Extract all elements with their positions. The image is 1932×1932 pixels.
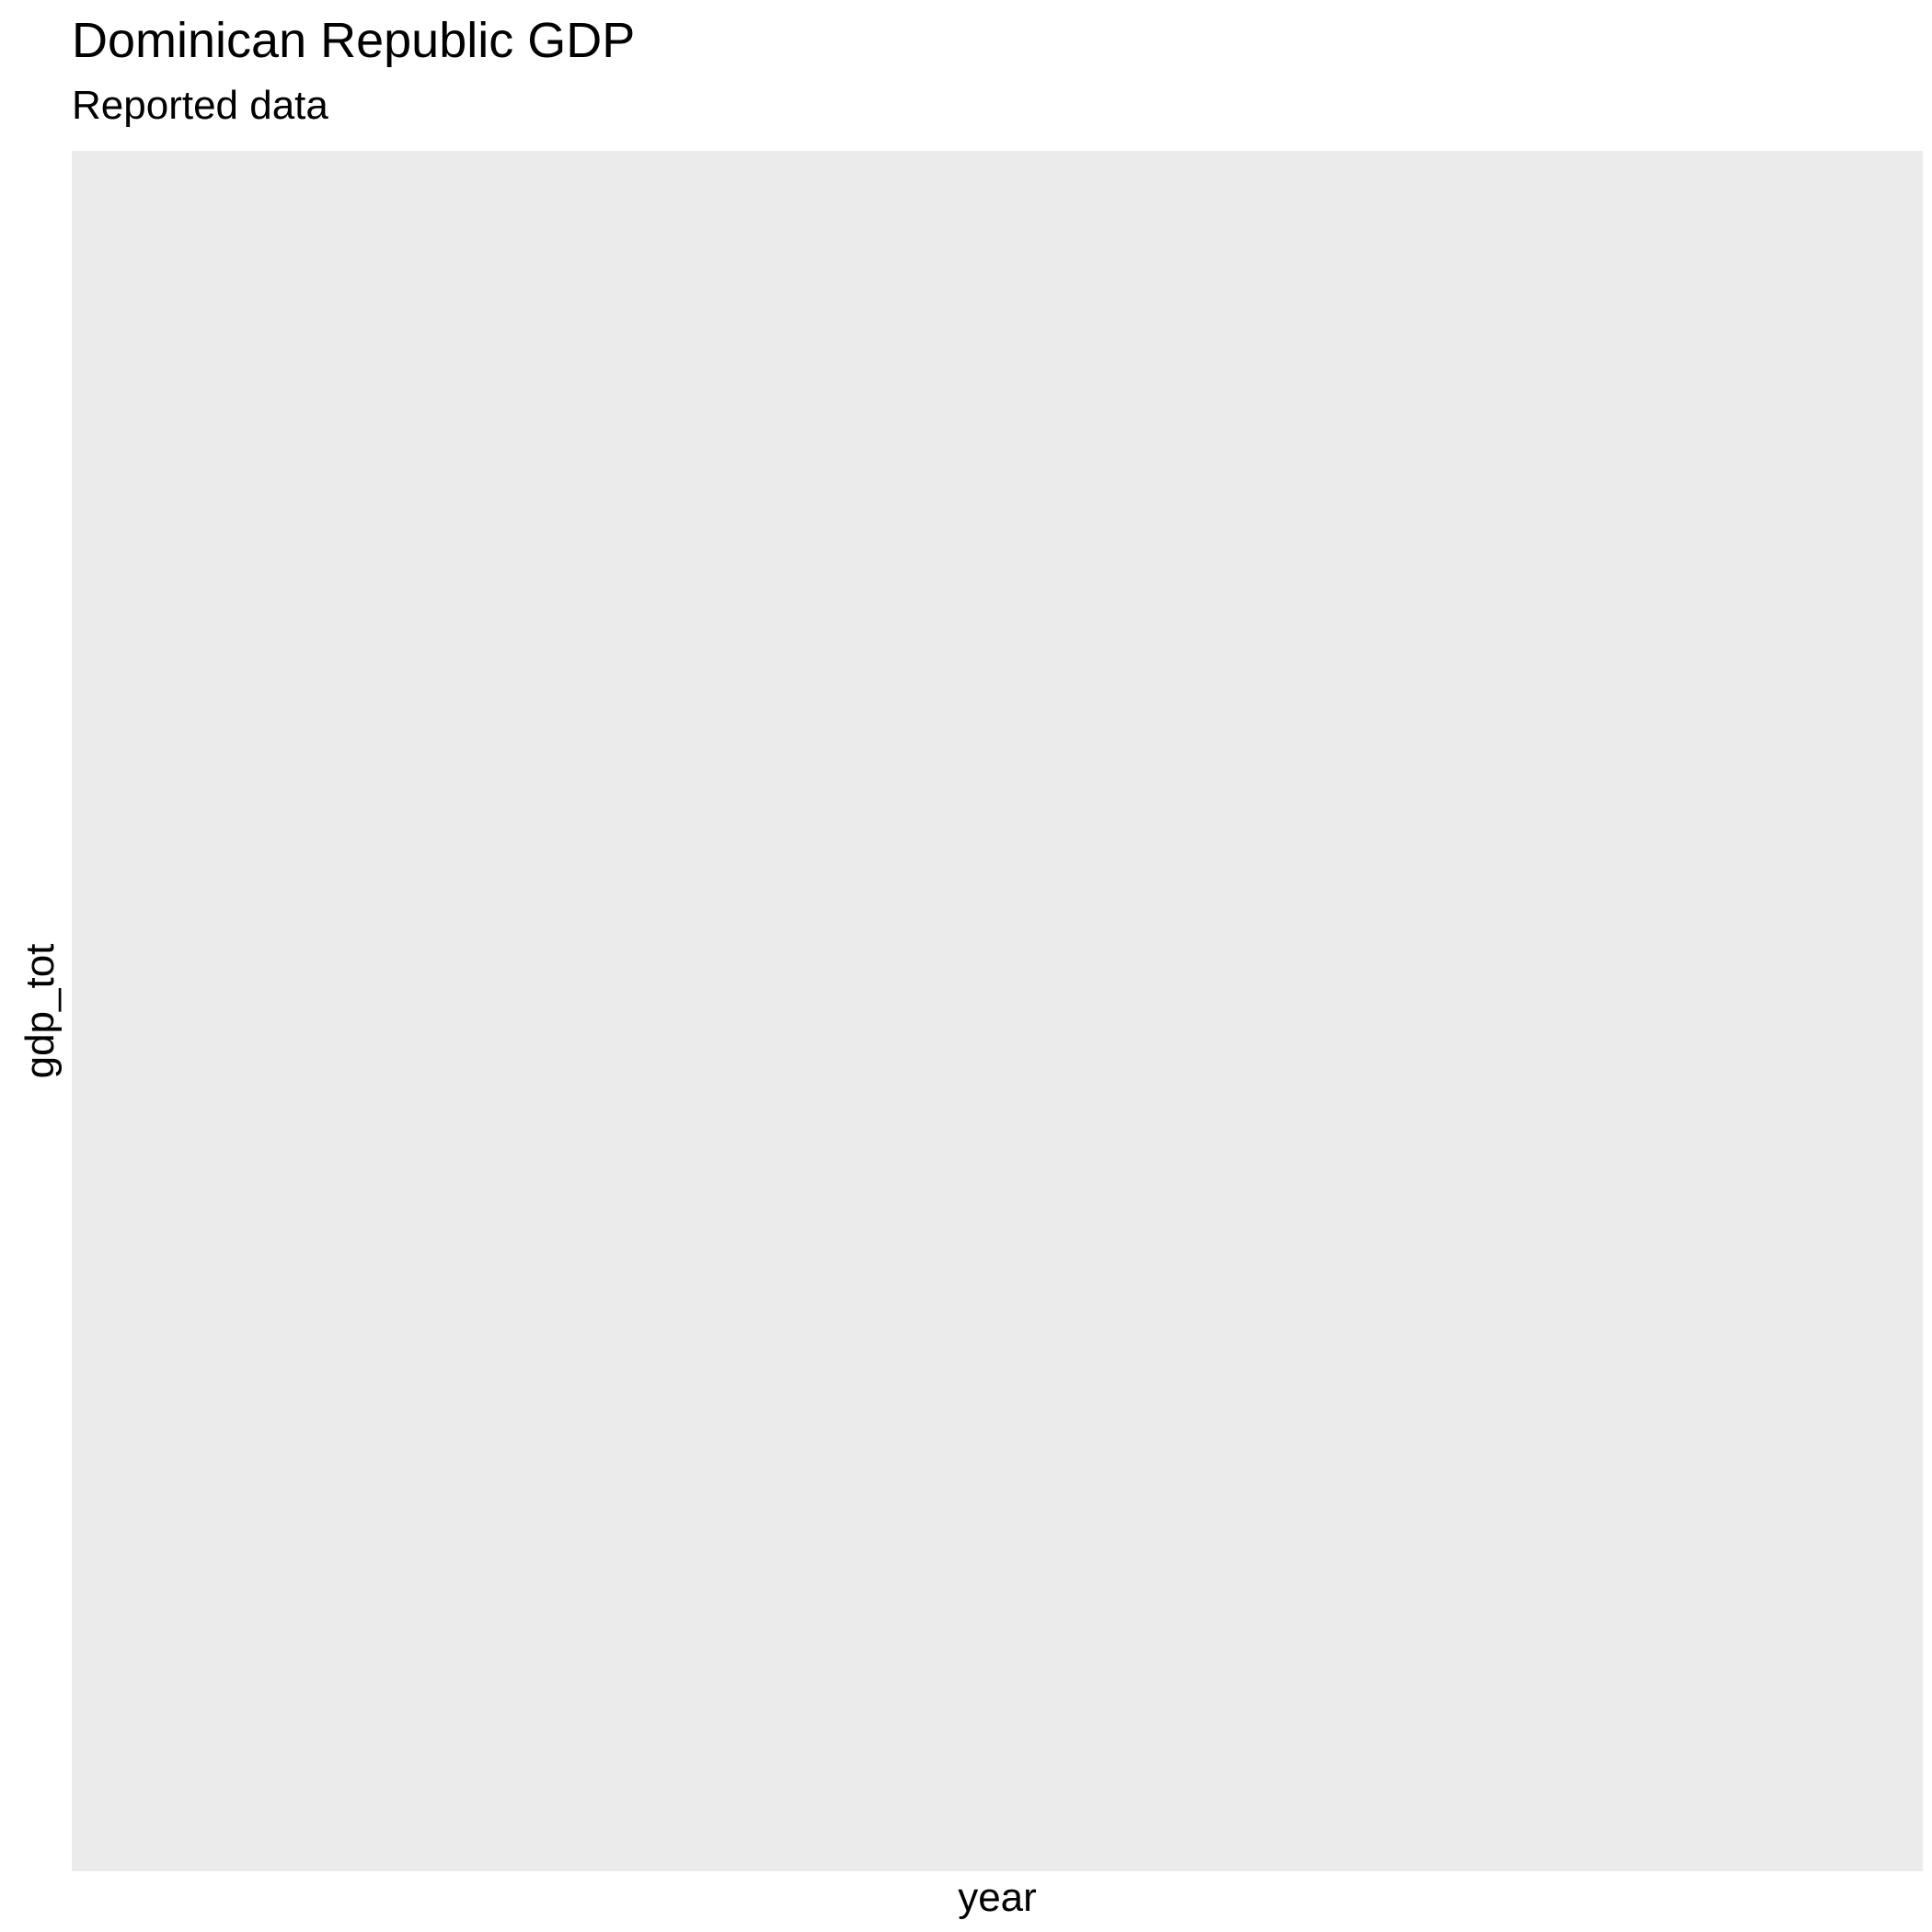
plot-panel-background bbox=[72, 151, 1923, 1871]
chart-subtitle: Reported data bbox=[72, 83, 328, 128]
x-axis-label: year bbox=[958, 1875, 1037, 1920]
y-axis-label: gdp_tot bbox=[17, 943, 63, 1079]
plot-panel bbox=[72, 151, 1923, 1871]
chart-title: Dominican Republic GDP bbox=[72, 13, 636, 68]
